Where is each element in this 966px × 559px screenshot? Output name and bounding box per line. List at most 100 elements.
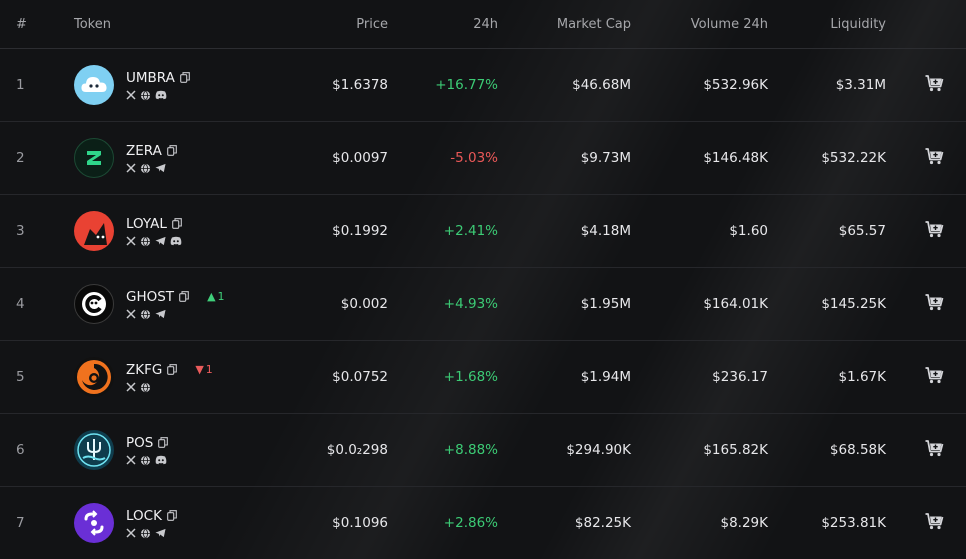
row-index: 3: [16, 223, 25, 239]
globe-icon[interactable]: [140, 236, 151, 247]
x-icon[interactable]: [126, 382, 136, 392]
table-row[interactable]: 2 ZERA $0.0097 -5.03% $9.73M $146.48K $5…: [0, 122, 966, 195]
globe-icon[interactable]: [140, 455, 151, 466]
header-volume[interactable]: Volume 24h: [631, 0, 768, 49]
copy-icon[interactable]: [180, 72, 190, 83]
token-symbol[interactable]: ZERA: [126, 142, 162, 159]
globe-icon[interactable]: [140, 309, 151, 320]
discord-icon[interactable]: [155, 90, 167, 100]
copy-icon[interactable]: [167, 364, 178, 375]
copy-icon[interactable]: [167, 510, 177, 522]
row-index: 5: [16, 369, 25, 385]
x-icon[interactable]: [126, 163, 136, 173]
token-cell[interactable]: GHOST ▲ 1: [74, 268, 266, 341]
price-cell: $0.1096: [332, 515, 388, 532]
telegram-icon[interactable]: [155, 309, 166, 319]
token-trident-logo: [74, 430, 114, 470]
token-symbol[interactable]: LOYAL: [126, 215, 167, 232]
header-24h[interactable]: 24h: [388, 0, 498, 49]
action-cell: [886, 122, 966, 195]
table-header-row: # Token Price 24h Market Cap Volume 24h …: [0, 0, 966, 49]
add-to-cart-icon[interactable]: [925, 147, 944, 165]
table-row[interactable]: 1 UMBRA $1.6378 +16.77% $46.68M $532.96K…: [0, 49, 966, 122]
token-cloud-logo: [74, 65, 114, 105]
x-icon[interactable]: [126, 309, 136, 319]
token-cell[interactable]: UMBRA: [74, 49, 266, 122]
volume-cell: $532.96K: [703, 77, 768, 93]
action-cell: [886, 414, 966, 487]
row-index: 1: [16, 77, 25, 93]
header-actions: [886, 0, 966, 49]
discord-icon[interactable]: [170, 236, 182, 246]
token-z-logo: [74, 138, 114, 178]
globe-icon[interactable]: [140, 382, 151, 393]
x-icon[interactable]: [126, 90, 136, 100]
token-lock-logo: [74, 503, 114, 544]
market-cap-cell: $294.90K: [566, 442, 631, 458]
globe-icon[interactable]: [140, 90, 151, 101]
token-symbol[interactable]: ZKFG: [126, 361, 163, 378]
action-cell: [886, 487, 966, 559]
copy-icon[interactable]: [167, 145, 177, 156]
x-icon[interactable]: [126, 455, 136, 465]
token-symbol[interactable]: UMBRA: [126, 69, 175, 86]
caret-down-icon: ▼: [195, 363, 204, 376]
social-links: [126, 528, 177, 539]
liquidity-cell: $145.25K: [821, 296, 886, 312]
table-row[interactable]: 7 LOCK $0.1096 +2.86% $82.25K $8.29K $25…: [0, 487, 966, 559]
globe-icon[interactable]: [140, 528, 151, 539]
telegram-icon[interactable]: [155, 528, 166, 538]
market-cap-cell: $4.18M: [580, 223, 631, 239]
token-cell[interactable]: LOCK: [74, 487, 266, 559]
token-cell[interactable]: ZKFG ▼ 1: [74, 341, 266, 414]
social-links: [126, 455, 171, 466]
table-row[interactable]: 3 LOYAL $0.1992 +2.41% $4.18M $1.60 $65.…: [0, 195, 966, 268]
price-cell: $0.0097: [332, 150, 388, 166]
add-to-cart-icon[interactable]: [925, 512, 944, 530]
x-icon[interactable]: [126, 528, 136, 538]
change-24h-cell: +8.88%: [443, 442, 498, 458]
discord-icon[interactable]: [155, 455, 167, 465]
table-row[interactable]: 5 ZKFG ▼ 1 $0.0752 +1.68% $1.94M $236.17…: [0, 341, 966, 414]
token-symbol[interactable]: POS: [126, 434, 154, 451]
telegram-icon[interactable]: [155, 163, 166, 173]
header-index: #: [0, 0, 74, 49]
social-links: [126, 163, 177, 174]
globe-icon[interactable]: [140, 163, 151, 174]
header-market-cap[interactable]: Market Cap: [498, 0, 631, 49]
token-cell[interactable]: POS: [74, 414, 266, 487]
volume-cell: $146.48K: [703, 150, 768, 166]
token-cell[interactable]: LOYAL: [74, 195, 266, 268]
token-ghost-logo: [74, 284, 114, 324]
add-to-cart-icon[interactable]: [925, 366, 944, 384]
add-to-cart-icon[interactable]: [925, 293, 944, 311]
table-row[interactable]: 4 GHOST ▲ 1 $0.002 +4.93% $1.95M $164.01…: [0, 268, 966, 341]
token-cell[interactable]: ZERA: [74, 122, 266, 195]
liquidity-cell: $532.22K: [821, 150, 886, 166]
social-links: [126, 382, 213, 393]
header-price[interactable]: Price: [266, 0, 388, 49]
telegram-icon[interactable]: [155, 236, 166, 246]
copy-icon[interactable]: [179, 291, 189, 302]
rank-change-value: 1: [217, 290, 225, 303]
add-to-cart-icon[interactable]: [925, 220, 944, 238]
change-24h-cell: +16.77%: [435, 77, 498, 93]
change-24h-cell: +2.86%: [443, 515, 498, 532]
rank-change-badge: ▼ 1: [195, 363, 212, 376]
add-to-cart-icon[interactable]: [925, 74, 944, 92]
copy-icon[interactable]: [172, 218, 182, 229]
liquidity-cell: $253.81K: [821, 515, 886, 532]
copy-icon[interactable]: [158, 437, 169, 448]
token-symbol[interactable]: GHOST: [126, 288, 175, 305]
add-to-cart-icon[interactable]: [925, 439, 944, 457]
token-symbol[interactable]: LOCK: [126, 507, 162, 524]
header-liquidity[interactable]: Liquidity: [768, 0, 886, 49]
price-cell: $0.1992: [332, 223, 388, 239]
x-icon[interactable]: [126, 236, 136, 246]
table-row[interactable]: 6 POS $0.0₂298 +8.88% $294.90K $165.82K …: [0, 414, 966, 487]
social-links: [126, 309, 225, 320]
liquidity-cell: $1.67K: [838, 369, 886, 385]
price-cell: $0.0₂298: [326, 442, 388, 458]
change-24h-cell: +1.68%: [443, 369, 498, 385]
